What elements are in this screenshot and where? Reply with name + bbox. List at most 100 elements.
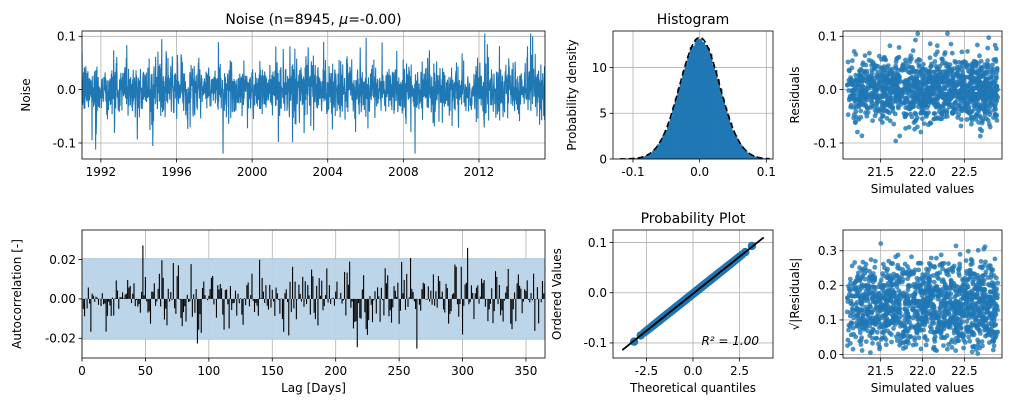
scale-location-ytick-label: 0.1 — [818, 313, 837, 327]
residuals-point — [921, 61, 926, 67]
scale-location-point — [889, 306, 895, 311]
residuals-point — [910, 48, 916, 54]
residuals-point — [984, 76, 990, 82]
autocorrelation-xtick-label: 200 — [324, 364, 347, 378]
scale-location-point — [905, 276, 911, 282]
residuals-point — [876, 53, 882, 59]
scale-location-point — [859, 348, 865, 353]
residuals-point — [942, 50, 948, 55]
histogram-bar — [709, 53, 713, 159]
residuals-point — [860, 75, 865, 80]
scale-location-point — [943, 285, 948, 290]
residuals-panel: 21.5 22.0 22.5 -0.1 0.0 0.1 Simulated values Re… — [788, 30, 1003, 196]
histogram-bar — [752, 155, 755, 159]
histogram-bar — [702, 41, 705, 159]
scale-location-point — [993, 322, 999, 328]
residuals-point — [940, 80, 946, 85]
scale-location-point — [984, 332, 990, 338]
scale-location-point — [865, 298, 871, 304]
scale-location-point — [907, 300, 912, 306]
scale-location-point — [901, 340, 906, 346]
probplot-ytick-label: -0.1 — [584, 336, 607, 350]
scale-location-point — [904, 307, 910, 313]
scale-location-point — [990, 300, 996, 306]
scale-location-axes: 21.5 22.0 22.5 0.0 0.1 0.2 0.3 Simulated values… — [788, 229, 1003, 395]
scale-location-point — [933, 329, 939, 335]
residuals-point — [953, 84, 958, 90]
residuals-point — [936, 84, 942, 90]
scale-location-point — [871, 292, 876, 297]
noise-xtick-label: 1992 — [86, 165, 117, 179]
scale-location-point — [960, 334, 966, 340]
scale-location-point — [941, 298, 947, 303]
scale-location-point — [852, 286, 857, 292]
scale-location-point — [884, 298, 890, 304]
residuals-point — [956, 91, 961, 97]
scale-location-frame — [842, 229, 1003, 359]
residuals-point — [932, 116, 938, 121]
autocorrelation-xtick-label: 0 — [78, 364, 86, 378]
scale-location-point — [897, 306, 903, 312]
scale-location-point — [949, 267, 955, 273]
residuals-point — [970, 97, 976, 103]
scale-location-point — [915, 260, 921, 266]
scale-location-point — [922, 280, 928, 286]
scale-location-point — [844, 309, 850, 315]
residuals-point — [961, 74, 967, 80]
scale-location-ytick-label: 0.3 — [818, 244, 837, 258]
scale-location-point — [877, 344, 882, 350]
scale-location-point — [956, 333, 962, 339]
residuals-point — [862, 95, 867, 100]
histogram-plot-area — [619, 36, 770, 159]
histogram-bar — [659, 140, 663, 159]
residuals-point — [922, 98, 928, 104]
scale-location-point — [955, 309, 961, 315]
scale-location-point — [852, 260, 858, 265]
scale-location-point — [881, 273, 886, 279]
scale-location-point — [845, 337, 851, 343]
autocorrelation-axes: 0 50 100 150 200 250 300 350 -0.02 0.00 0.02 Lag [D… — [10, 229, 546, 395]
noise-panel: 1992 1996 2000 2004 2008 2012 -0.1 0.0 0.1 Noise … — [19, 12, 546, 179]
residuals-point — [859, 133, 865, 139]
autocorrelation-xtick-label: 150 — [261, 364, 284, 378]
residuals-point — [896, 105, 901, 111]
scale-location-point — [941, 315, 947, 321]
residuals-point — [858, 97, 864, 103]
residuals-point — [891, 76, 897, 82]
scale-location-point — [909, 254, 914, 260]
residuals-point — [979, 64, 984, 70]
residuals-point — [913, 37, 918, 43]
residuals-point — [959, 105, 965, 111]
scale-location-point — [849, 263, 855, 269]
autocorrelation-xlabel: Lag [Days] — [281, 381, 346, 395]
residuals-point — [975, 83, 981, 89]
residuals-point — [985, 45, 991, 51]
scale-location-point — [859, 274, 865, 280]
scale-location-point — [969, 323, 974, 328]
scale-location-point — [988, 272, 994, 277]
residuals-point — [875, 99, 880, 105]
histogram-bar — [704, 44, 708, 159]
scale-location-point — [943, 303, 949, 308]
histogram-bar — [729, 122, 733, 159]
histogram-bar — [672, 106, 675, 159]
noise-xtick-label: 2004 — [312, 165, 343, 179]
residuals-point — [944, 61, 950, 67]
scale-location-point — [868, 257, 874, 263]
noise-title-suffix: =-0.00) — [348, 12, 401, 28]
scale-location-point — [969, 349, 975, 355]
residuals-point — [881, 82, 887, 87]
residuals-point — [969, 121, 974, 127]
histogram-bar — [722, 98, 725, 159]
scale-location-point — [916, 267, 922, 273]
scale-location-point — [973, 274, 978, 280]
scale-location-point — [857, 330, 863, 336]
residuals-point — [855, 129, 860, 135]
scale-location-point — [946, 324, 952, 330]
residuals-point — [883, 92, 889, 97]
residuals-point — [913, 111, 919, 117]
residuals-point — [978, 58, 984, 64]
histogram-bar — [649, 152, 653, 159]
residuals-point — [939, 89, 945, 95]
scale-location-point — [916, 335, 922, 341]
